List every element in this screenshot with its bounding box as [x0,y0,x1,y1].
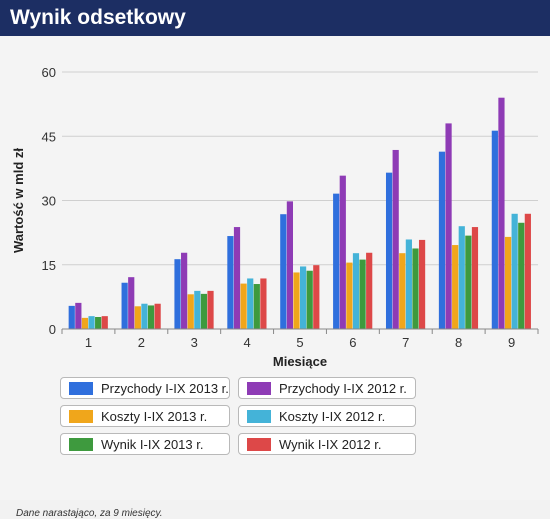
bar [352,253,360,329]
bar [399,253,406,329]
legend-item: Wynik I-IX 2012 r. [238,433,416,455]
legend-swatch [69,438,93,451]
bar [438,151,446,329]
bar [458,226,465,329]
bar [121,282,128,329]
bar [405,239,412,329]
x-tick-label: 3 [191,335,198,350]
y-tick-label: 30 [42,194,56,209]
bar [293,272,300,329]
bar [339,175,346,329]
x-tick-label: 9 [508,335,515,350]
legend-label: Wynik I-IX 2012 r. [279,437,382,452]
legend-swatch [69,410,93,423]
bar [200,293,208,329]
bar [81,317,89,329]
footnote: Dane narastająco, za 9 miesięcy. [16,508,163,519]
x-axis-label: Miesiące [273,354,327,369]
bar [333,193,340,329]
bar [471,227,479,329]
legend-label: Koszty I-IX 2012 r. [279,409,386,424]
bar [280,214,287,329]
bar [187,294,194,329]
bar [498,97,505,329]
bar [412,248,419,329]
legend-swatch [247,410,271,423]
y-tick-label: 15 [42,258,56,273]
bar [240,283,247,329]
legend-label: Przychody I-IX 2013 r. [101,381,229,396]
bar [253,284,260,329]
x-tick-label: 1 [85,335,92,350]
bar [491,130,498,329]
bars [68,97,531,330]
x-tick-label: 8 [455,335,462,350]
bar [306,270,313,329]
bar [418,239,426,329]
axes: 1 2 3 4 5 6 7 8 9 [61,328,539,350]
bar [359,259,366,329]
legend-item: Przychody I-IX 2012 r. [238,377,416,399]
bar [452,245,459,329]
legend-label: Koszty I-IX 2013 r. [101,409,208,424]
bar [300,266,307,329]
bar [147,305,155,329]
bar [194,290,201,329]
bar [75,302,82,329]
bar [68,305,75,329]
bar [247,278,254,329]
bar [385,172,393,329]
bar [392,149,399,329]
bar [260,278,267,329]
bar [366,252,373,329]
bar [181,252,188,329]
bar [101,316,108,329]
bar [524,213,531,329]
watermark-shape [178,76,258,236]
bar [174,259,181,329]
bar [286,201,293,329]
legend-label: Przychody I-IX 2012 r. [279,381,407,396]
legend-swatch [247,438,271,451]
x-tick-label: 7 [402,335,409,350]
y-tick-label: 60 [42,65,56,80]
y-tick-label: 0 [49,322,56,337]
bar [207,290,214,329]
x-tick-label: 2 [138,335,145,350]
bar [518,222,525,329]
bar [95,317,102,329]
bar [445,123,452,330]
legend-item: Przychody I-IX 2013 r. [60,377,230,399]
legend-item: Koszty I-IX 2013 r. [60,405,230,427]
bar [88,316,95,329]
legend-swatch [247,382,271,395]
chart-header: Wynik odsetkowy [0,0,550,36]
chart-title: Wynik odsetkowy [10,6,186,29]
legend-label: Wynik I-IX 2013 r. [101,437,204,452]
bar [511,213,518,329]
bar [313,265,320,329]
bar [141,303,148,329]
legend-item: Koszty I-IX 2012 r. [238,405,416,427]
bar [227,236,234,329]
x-tick-label: 6 [349,335,356,350]
bar [504,236,512,329]
bar [465,235,472,329]
watermark-logo [178,76,258,236]
bar [128,277,135,329]
y-axis-label: Wartość w mld zł [11,148,26,253]
bar [154,303,161,329]
bar [134,306,141,329]
legend-swatch [69,382,93,395]
x-tick-label: 4 [243,335,250,350]
x-tick-label: 5 [296,335,303,350]
legend-item: Wynik I-IX 2013 r. [60,433,230,455]
y-tick-label: 45 [42,129,56,144]
bar [346,262,353,329]
bar [233,227,241,329]
